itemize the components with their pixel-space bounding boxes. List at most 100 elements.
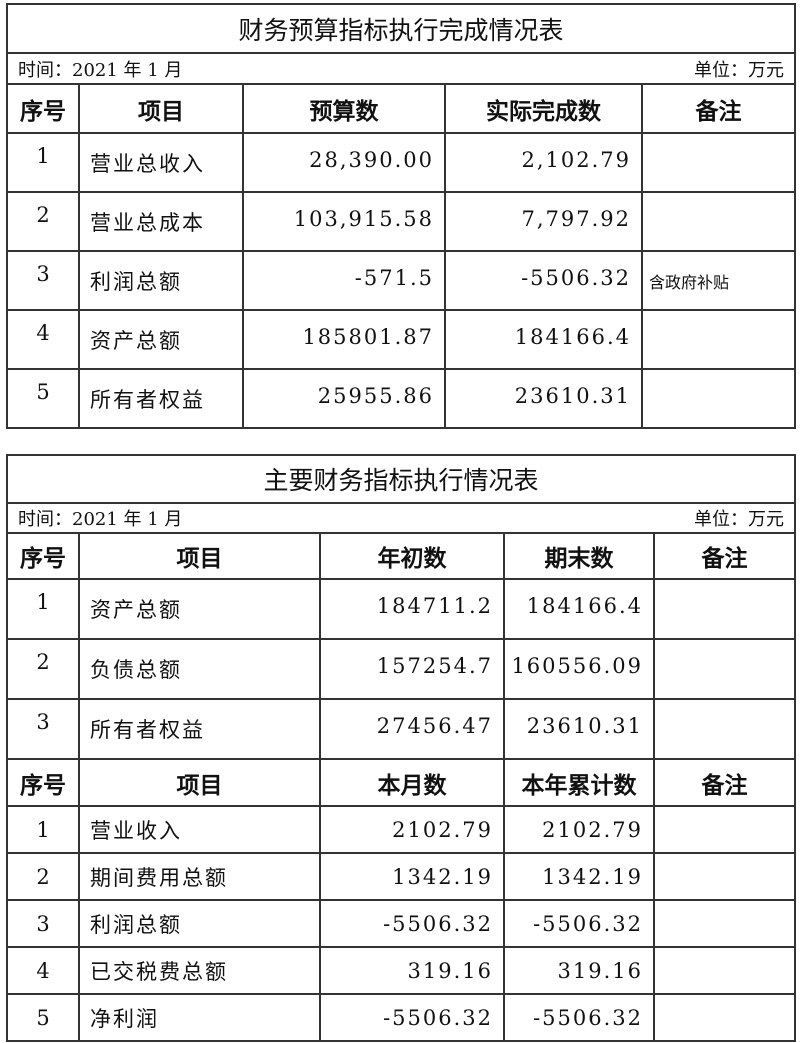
time-label: 时间：2021 年 1 月	[18, 59, 183, 81]
value-cell: 319.16	[503, 946, 655, 995]
header-cell: 预算数	[242, 83, 446, 134]
row-number: 3	[6, 698, 80, 760]
header-cell: 项目	[78, 758, 321, 807]
value-cell: 25955.86	[242, 368, 446, 429]
note-cell	[653, 578, 796, 640]
note-cell	[641, 132, 796, 193]
note-cell	[653, 993, 796, 1042]
row-number: 1	[6, 578, 80, 640]
value-cell: 28,390.00	[242, 132, 446, 193]
table-row: 5 所有者权益 25955.86 23610.31	[6, 368, 796, 429]
table-meta: 时间：2021 年 1 月 单位：万元	[6, 502, 796, 534]
row-number: 5	[6, 368, 80, 429]
table-row: 3 所有者权益 27456.47 23610.31	[6, 698, 796, 760]
note-cell: 含政府补贴	[641, 250, 796, 311]
item-name: 负债总额	[78, 638, 321, 700]
note-cell	[641, 368, 796, 429]
table-row: 2 营业总成本 103,915.58 7,797.92	[6, 191, 796, 252]
row-number: 1	[6, 805, 80, 854]
row-number: 2	[6, 852, 80, 901]
value-cell: 103,915.58	[242, 191, 446, 252]
note-cell	[653, 852, 796, 901]
item-name: 已交税费总额	[78, 946, 321, 995]
value-cell: 185801.87	[242, 309, 446, 370]
item-name: 利润总额	[78, 250, 244, 311]
item-name: 资产总额	[78, 578, 321, 640]
item-name: 所有者权益	[78, 698, 321, 760]
item-name: 营业总成本	[78, 191, 244, 252]
header-cell: 期末数	[503, 532, 655, 580]
header-cell: 本月数	[319, 758, 505, 807]
header-cell: 备注	[641, 83, 796, 134]
budget-execution-table: 财务预算指标执行完成情况表 时间：2021 年 1 月 单位：万元 序号 项目 …	[6, 3, 796, 429]
value-cell: -571.5	[242, 250, 446, 311]
header-cell: 备注	[653, 758, 796, 807]
value-cell: 184711.2	[319, 578, 505, 640]
row-number: 3	[6, 250, 80, 311]
value-cell: 7,797.92	[444, 191, 643, 252]
value-cell: 2,102.79	[444, 132, 643, 193]
time-label: 时间：2021 年 1 月	[18, 509, 183, 530]
item-name: 利润总额	[78, 899, 321, 948]
row-number: 2	[6, 191, 80, 252]
header-cell: 项目	[78, 532, 321, 580]
header-cell: 项目	[78, 83, 244, 134]
value-cell: 23610.31	[444, 368, 643, 429]
table-row: 2 负债总额 157254.7 160556.09	[6, 638, 796, 700]
value-cell: -5506.32	[444, 250, 643, 311]
row-number: 1	[6, 132, 80, 193]
value-cell: 157254.7	[319, 638, 505, 700]
main-indicators-table: 主要财务指标执行情况表 时间：2021 年 1 月 单位：万元 序号 项目 年初…	[6, 454, 796, 1042]
table-row: 4 已交税费总额 319.16 319.16	[6, 946, 796, 995]
row-number: 4	[6, 309, 80, 370]
value-cell: -5506.32	[319, 899, 505, 948]
value-cell: 160556.09	[503, 638, 655, 700]
row-number: 3	[6, 899, 80, 948]
table-title: 主要财务指标执行情况表	[6, 454, 796, 504]
table-row: 5 净利润 -5506.32 -5506.32	[6, 993, 796, 1042]
table-row: 2 期间费用总额 1342.19 1342.19	[6, 852, 796, 901]
value-cell: 2102.79	[503, 805, 655, 854]
item-name: 期间费用总额	[78, 852, 321, 901]
table-meta: 时间：2021 年 1 月 单位：万元	[6, 52, 796, 85]
value-cell: 184166.4	[503, 578, 655, 640]
note-cell	[653, 946, 796, 995]
value-cell: 2102.79	[319, 805, 505, 854]
item-name: 所有者权益	[78, 368, 244, 429]
item-name: 营业收入	[78, 805, 321, 854]
header-cell: 序号	[6, 758, 80, 807]
note-cell	[653, 899, 796, 948]
note-cell	[653, 638, 796, 700]
note-cell	[641, 191, 796, 252]
table-row: 3 利润总额 -571.5 -5506.32 含政府补贴	[6, 250, 796, 311]
table-title: 财务预算指标执行完成情况表	[6, 3, 796, 54]
value-cell: 23610.31	[503, 698, 655, 760]
table-row: 4 资产总额 185801.87 184166.4	[6, 309, 796, 370]
unit-label: 单位：万元	[694, 509, 784, 530]
row-number: 2	[6, 638, 80, 700]
item-name: 营业总收入	[78, 132, 244, 193]
table-row: 1 营业收入 2102.79 2102.79	[6, 805, 796, 854]
item-name: 净利润	[78, 993, 321, 1042]
unit-label: 单位：万元	[694, 59, 784, 81]
value-cell: 319.16	[319, 946, 505, 995]
value-cell: -5506.32	[319, 993, 505, 1042]
header-cell: 序号	[6, 83, 80, 134]
header-cell: 实际完成数	[444, 83, 643, 134]
value-cell: -5506.32	[503, 899, 655, 948]
header-cell: 本年累计数	[503, 758, 655, 807]
value-cell: 184166.4	[444, 309, 643, 370]
header-cell: 序号	[6, 532, 80, 580]
value-cell: 1342.19	[503, 852, 655, 901]
value-cell: -5506.32	[503, 993, 655, 1042]
note-cell	[641, 309, 796, 370]
value-cell: 27456.47	[319, 698, 505, 760]
row-number: 5	[6, 993, 80, 1042]
item-name: 资产总额	[78, 309, 244, 370]
note-cell	[653, 805, 796, 854]
row-number: 4	[6, 946, 80, 995]
note-cell	[653, 698, 796, 760]
table-row: 3 利润总额 -5506.32 -5506.32	[6, 899, 796, 948]
header-cell: 备注	[653, 532, 796, 580]
table-row: 1 营业总收入 28,390.00 2,102.79	[6, 132, 796, 193]
